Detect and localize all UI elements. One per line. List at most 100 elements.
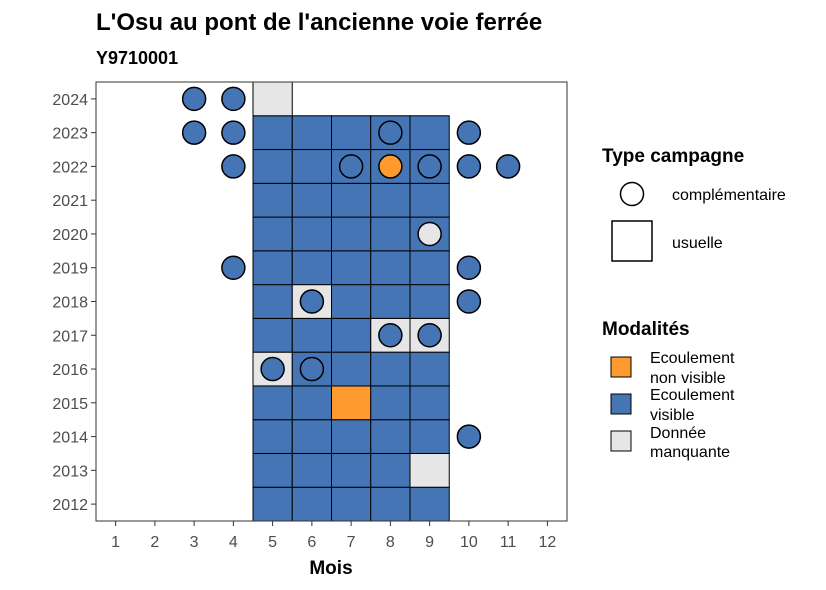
tile-2020-5 (252, 216, 293, 252)
point-2022-11 (495, 154, 521, 179)
x-tick-label: 8 (386, 534, 395, 551)
legend-mod-m-line1: Donnée (650, 425, 706, 442)
tile-2012-8 (370, 486, 411, 522)
x-tick-label: 4 (229, 534, 238, 551)
tile-2018-5 (252, 284, 293, 319)
tile-2019-7 (331, 250, 372, 286)
tile-2017-7 (331, 317, 372, 353)
x-axis-title: Mois (309, 558, 352, 579)
tile-2013-5 (252, 452, 293, 488)
y-tick-label: 2016 (52, 362, 88, 379)
plot-panel (95, 81, 568, 522)
x-tick-label: 7 (347, 534, 356, 551)
y-tick-label: 2019 (52, 261, 88, 278)
legend: Type campagne complémentaire usuelle Mod… (602, 146, 786, 461)
tile-2012-6 (291, 486, 332, 522)
y-tick-label: 2018 (52, 295, 88, 312)
x-axis: 1 2 3 4 5 6 7 8 9 10 11 12 (111, 521, 556, 551)
y-tick-label: 2013 (52, 463, 88, 480)
y-axis: 2012 2013 2014 2015 2016 2017 2018 2019 2020 2021… (52, 92, 96, 514)
legend-mod-v-line2: visible (650, 407, 695, 424)
tile-2023-7 (331, 115, 372, 151)
y-tick-label: 2023 (52, 126, 88, 143)
y-tick-label: 2014 (52, 430, 88, 447)
tile-2023-5 (252, 115, 293, 151)
tile-2020-8 (370, 216, 411, 252)
y-tick-label: 2017 (52, 328, 88, 345)
y-tick-label: 2021 (52, 193, 88, 210)
tile-2016-7 (331, 351, 372, 387)
point-2019-10 (456, 255, 482, 280)
x-tick-label: 5 (268, 534, 277, 551)
tile-2022-6 (291, 149, 332, 184)
tile-2023-6 (291, 115, 332, 151)
tile-2018-8 (370, 284, 411, 319)
legend-type-complementaire-label: complémentaire (672, 187, 786, 204)
tile-2015-6 (291, 385, 332, 421)
point-2022-7 (338, 154, 364, 179)
tile-2015-8 (370, 385, 411, 421)
x-tick-label: 2 (150, 534, 159, 551)
point-2017-9 (417, 323, 442, 348)
tile-2013-9 (409, 452, 450, 488)
tile-2021-8 (370, 182, 411, 218)
x-tick-label: 11 (500, 534, 517, 551)
point-2024-3 (181, 86, 207, 112)
point-2016-5 (260, 356, 285, 382)
point-2014-10 (456, 424, 482, 449)
point-2016-6 (299, 356, 325, 382)
legend-key-mod-n (610, 356, 632, 378)
tile-2014-7 (331, 419, 372, 454)
tile-2012-9 (409, 486, 450, 522)
legend-key-mod-m (610, 430, 632, 452)
legend-type-title: Type campagne (602, 146, 744, 167)
y-tick-label: 2024 (52, 92, 88, 109)
tile-2017-6 (291, 317, 332, 353)
tile-2021-5 (252, 182, 293, 218)
legend-mod-n-line1: Ecoulement (650, 350, 735, 367)
tile-2015-7 (331, 385, 372, 421)
tile-2016-8 (370, 351, 411, 387)
tile-2016-9 (409, 351, 450, 387)
point-2022-9 (417, 154, 442, 179)
tile-2019-8 (370, 250, 411, 286)
tile-2021-9 (409, 182, 450, 218)
tile-2012-5 (252, 486, 293, 522)
chart-subtitle: Y9710001 (96, 48, 178, 68)
tile-2014-8 (370, 419, 411, 454)
legend-key-mod-v (610, 393, 632, 415)
legend-type-usuelle-label: usuelle (672, 235, 723, 252)
point-2019-4 (221, 255, 246, 280)
tile-2020-7 (331, 216, 372, 252)
legend-key-complementaire (619, 181, 645, 207)
tile-2020-6 (291, 216, 332, 252)
tile-2019-6 (291, 250, 332, 286)
tile-2015-5 (252, 385, 293, 421)
point-2023-8 (378, 120, 403, 145)
point-2024-4 (221, 86, 246, 112)
x-tick-label: 9 (425, 534, 434, 551)
tile-2024-5 (252, 81, 293, 117)
tile-2021-7 (331, 182, 372, 218)
point-2022-10 (456, 154, 482, 179)
tile-2022-5 (252, 149, 293, 184)
point-2018-6 (299, 289, 325, 314)
point-2020-9 (417, 221, 442, 247)
tile-2019-5 (252, 250, 293, 286)
tile-2019-9 (409, 250, 450, 286)
point-2023-4 (221, 120, 246, 145)
point-2017-8 (378, 323, 403, 348)
y-tick-label: 2012 (52, 497, 88, 514)
legend-modalites-title: Modalités (602, 319, 690, 340)
tile-2013-6 (291, 452, 332, 488)
legend-mod-n-line2: non visible (650, 370, 726, 387)
x-tick-label: 12 (538, 534, 556, 551)
y-tick-label: 2022 (52, 159, 88, 176)
tile-2021-6 (291, 182, 332, 218)
legend-key-usuelle (611, 220, 653, 262)
tile-2014-9 (409, 419, 450, 454)
point-2022-4 (221, 154, 246, 179)
tile-2013-8 (370, 452, 411, 488)
x-tick-label: 1 (111, 534, 120, 551)
tile-2018-9 (409, 284, 450, 319)
